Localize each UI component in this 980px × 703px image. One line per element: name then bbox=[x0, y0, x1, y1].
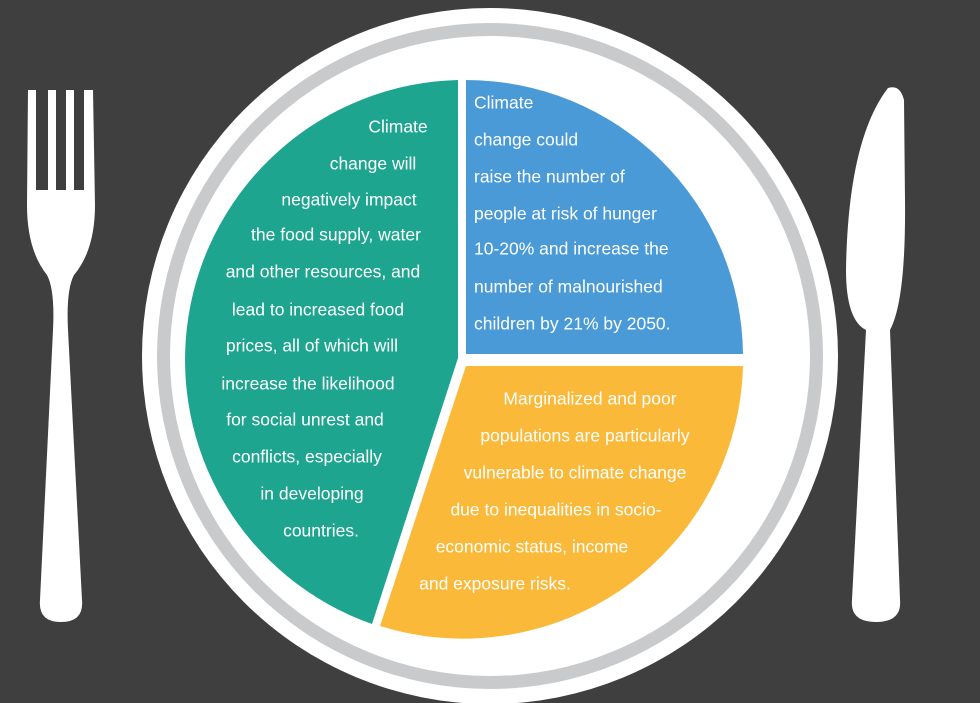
segment-text-line: economic status, income bbox=[436, 537, 629, 557]
segment-text-line: Marginalized and poor bbox=[503, 389, 676, 409]
segment-text-line: negatively impact bbox=[281, 190, 416, 210]
segment-text-line: change will bbox=[330, 154, 417, 174]
segment-text-line: the food supply, water bbox=[251, 225, 421, 245]
segment-text-line: vulnerable to climate change bbox=[464, 463, 687, 483]
segment-text-line: and exposure risks. bbox=[419, 574, 571, 594]
segment-text-line: number of malnourished bbox=[474, 277, 663, 297]
segment-text-line: for social unrest and bbox=[226, 410, 384, 430]
segment-text-line: and other resources, and bbox=[226, 262, 421, 282]
segment-text-line: in developing bbox=[260, 484, 363, 504]
segment-text-line: countries. bbox=[283, 521, 359, 541]
infographic: Climate change will negatively impact the f… bbox=[0, 0, 980, 703]
segment-text-line: 10-20% and increase the bbox=[474, 239, 669, 259]
segment-text-line: people at risk of hunger bbox=[474, 204, 657, 224]
page: Climate change will negatively impact the f… bbox=[0, 0, 980, 703]
segment-text-line: prices, all of which will bbox=[226, 336, 398, 356]
segment-text-line: Climate bbox=[474, 93, 533, 113]
segment-text-line: due to inequalities in socio- bbox=[450, 500, 661, 520]
segment-text-line: change could bbox=[474, 130, 578, 150]
segment-text-line: Climate bbox=[368, 117, 427, 137]
segment-text-line: children by 21% by 2050. bbox=[474, 314, 671, 334]
segment-text-line: increase the likelihood bbox=[221, 374, 394, 394]
segment-text-line: raise the number of bbox=[474, 167, 625, 187]
segment-text-line: conflicts, especially bbox=[232, 447, 382, 467]
segment-text-line: lead to increased food bbox=[232, 300, 404, 320]
segment-text-line: populations are particularly bbox=[480, 426, 689, 446]
